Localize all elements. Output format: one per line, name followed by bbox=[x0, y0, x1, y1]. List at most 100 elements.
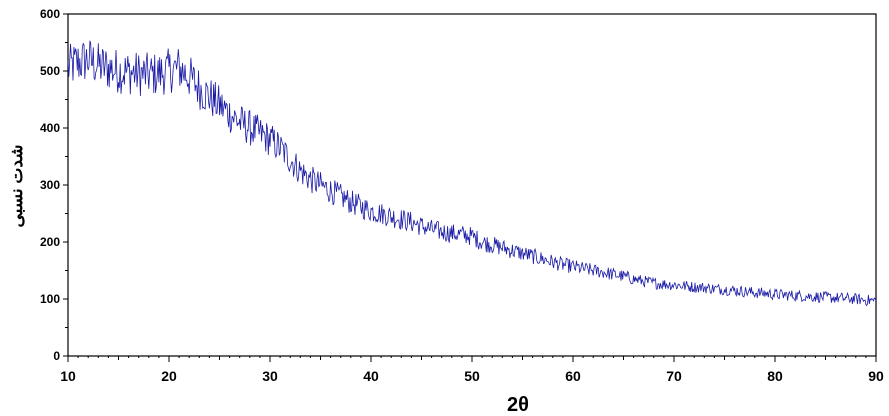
data-point bbox=[209, 96, 210, 97]
x-tick-label: 30 bbox=[262, 368, 278, 384]
data-point bbox=[421, 225, 422, 226]
data-point bbox=[552, 261, 553, 262]
data-point bbox=[694, 286, 695, 287]
data-point bbox=[805, 296, 806, 297]
data-point bbox=[431, 229, 432, 230]
data-point bbox=[633, 278, 634, 279]
data-point bbox=[744, 291, 745, 292]
data-point bbox=[350, 202, 351, 203]
data-point bbox=[492, 244, 493, 245]
data-point bbox=[845, 298, 846, 299]
data-point bbox=[875, 300, 876, 301]
plot-frame bbox=[67, 13, 877, 357]
y-tick-label: 200 bbox=[40, 235, 60, 249]
data-point bbox=[461, 234, 462, 235]
data-point bbox=[795, 295, 796, 296]
data-point bbox=[673, 284, 674, 285]
data-point bbox=[300, 170, 301, 171]
data-point bbox=[593, 270, 594, 271]
data-point bbox=[158, 73, 159, 74]
data-point bbox=[572, 266, 573, 267]
data-point bbox=[219, 105, 220, 106]
data-point bbox=[269, 139, 270, 140]
x-tick-label: 20 bbox=[161, 368, 177, 384]
data-point bbox=[522, 253, 523, 254]
x-tick-label: 70 bbox=[666, 368, 682, 384]
data-point bbox=[583, 268, 584, 269]
data-point bbox=[259, 133, 260, 134]
data-point bbox=[67, 68, 68, 69]
x-axis-title: 2θ bbox=[507, 394, 529, 416]
data-point bbox=[482, 241, 483, 242]
x-tick-label: 90 bbox=[868, 368, 884, 384]
data-point bbox=[360, 206, 361, 207]
data-point bbox=[603, 272, 604, 273]
y-tick-label: 600 bbox=[40, 7, 60, 21]
data-point bbox=[764, 293, 765, 294]
data-point bbox=[815, 296, 816, 297]
data-point bbox=[229, 113, 230, 114]
data-point bbox=[704, 287, 705, 288]
data-point bbox=[684, 285, 685, 286]
data-point bbox=[310, 179, 311, 180]
data-point bbox=[320, 184, 321, 185]
x-tick-label: 60 bbox=[565, 368, 581, 384]
x-tick-label: 40 bbox=[363, 368, 379, 384]
y-axis-title: شدت نسبی bbox=[7, 144, 26, 227]
data-point bbox=[391, 216, 392, 217]
series-layer bbox=[67, 40, 877, 307]
y-tick-label: 400 bbox=[40, 121, 60, 135]
data-point bbox=[138, 73, 139, 74]
data-point bbox=[542, 259, 543, 260]
data-point bbox=[290, 159, 291, 160]
data-point bbox=[825, 297, 826, 298]
data-point bbox=[623, 276, 624, 277]
data-point bbox=[88, 59, 89, 60]
x-tick-label: 50 bbox=[464, 368, 480, 384]
x-tick-label: 10 bbox=[60, 368, 76, 384]
y-tick-label: 500 bbox=[40, 64, 60, 78]
data-point bbox=[189, 76, 190, 77]
data-point bbox=[108, 68, 109, 69]
data-point bbox=[441, 231, 442, 232]
data-point bbox=[199, 88, 200, 89]
data-point bbox=[512, 250, 513, 251]
data-point bbox=[653, 282, 654, 283]
data-point bbox=[451, 233, 452, 234]
data-point bbox=[401, 219, 402, 220]
data-point bbox=[502, 247, 503, 248]
y-axis: 0 100 200 300 400 500 600 bbox=[40, 7, 68, 363]
data-point bbox=[714, 288, 715, 289]
data-point bbox=[613, 274, 614, 275]
data-point bbox=[381, 213, 382, 214]
data-point bbox=[168, 70, 169, 71]
data-point bbox=[785, 294, 786, 295]
data-point bbox=[734, 290, 735, 291]
data-point bbox=[340, 196, 341, 197]
data-point bbox=[754, 292, 755, 293]
data-point bbox=[724, 289, 725, 290]
data-point bbox=[643, 281, 644, 282]
y-tick-label: 100 bbox=[40, 292, 60, 306]
data-point bbox=[865, 300, 866, 301]
data-point bbox=[835, 297, 836, 298]
data-point bbox=[855, 298, 856, 299]
data-point bbox=[562, 264, 563, 265]
data-point bbox=[179, 68, 180, 69]
series-line-0 bbox=[67, 40, 877, 307]
data-point bbox=[471, 236, 472, 237]
data-point bbox=[330, 190, 331, 191]
x-axis: 10 20 30 40 50 60 70 80 90 bbox=[60, 356, 884, 384]
data-point bbox=[98, 65, 99, 66]
data-point bbox=[370, 210, 371, 211]
data-point bbox=[663, 284, 664, 285]
data-point bbox=[78, 62, 79, 63]
y-tick-label: 300 bbox=[40, 178, 60, 192]
x-tick-label: 80 bbox=[767, 368, 783, 384]
data-point bbox=[128, 72, 129, 73]
data-point bbox=[148, 74, 149, 75]
data-point bbox=[118, 70, 119, 71]
data-point bbox=[239, 122, 240, 123]
data-point bbox=[532, 256, 533, 257]
